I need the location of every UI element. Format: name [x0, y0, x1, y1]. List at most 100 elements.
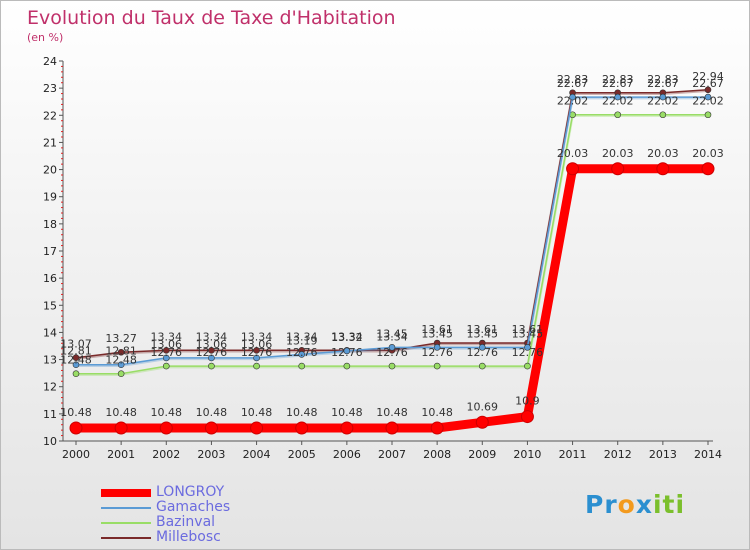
x-tick-label: 2014 [694, 448, 722, 461]
data-label-millebosc: 22.94 [692, 70, 724, 83]
data-label-longroy: 10.48 [331, 406, 363, 419]
data-label-longroy: 10.48 [421, 406, 453, 419]
data-label-longroy: 10.48 [196, 406, 228, 419]
point-bazinval [298, 362, 306, 370]
point-gamaches [704, 93, 712, 101]
point-bazinval [72, 370, 80, 377]
point-gamaches [72, 361, 80, 369]
data-label-millebosc: 13.61 [467, 323, 499, 336]
point-longroy [520, 410, 534, 424]
point-longroy [475, 415, 489, 429]
data-label-millebosc: 22.83 [602, 73, 634, 86]
data-label-bazinval: 12.76 [512, 346, 544, 359]
data-label-bazinval: 22.02 [602, 95, 634, 108]
point-longroy [340, 421, 354, 435]
data-label-bazinval: 12.76 [196, 346, 228, 359]
y-tick-label: 23 [43, 82, 57, 95]
legend-item-longroy: LONGROY [101, 485, 230, 500]
data-label-millebosc: 13.34 [241, 330, 273, 343]
data-label-millebosc: 13.34 [286, 330, 318, 343]
legend-item-millebosc: Millebosc [101, 530, 230, 545]
data-label-gamaches: 12.81 [105, 345, 137, 358]
point-gamaches [388, 344, 396, 351]
y-tick-label: 12 [43, 381, 57, 394]
point-longroy [69, 421, 83, 435]
point-gamaches [117, 361, 125, 369]
data-label-bazinval: 22.02 [557, 95, 589, 108]
series-line-gamaches [75, 96, 709, 366]
point-gamaches [433, 344, 441, 351]
x-tick-label: 2008 [423, 448, 451, 461]
y-tick-label: 19 [43, 191, 57, 204]
legend-label: Gamaches [156, 499, 231, 515]
data-label-gamaches: 13.45 [467, 327, 499, 340]
data-label-gamaches: 13.06 [151, 338, 183, 351]
series-shadow-gamaches [76, 96, 708, 367]
data-label-bazinval: 12.48 [105, 354, 137, 367]
x-tick-label: 2002 [152, 448, 180, 461]
data-label-millebosc: 13.34 [376, 330, 408, 343]
y-tick-label: 18 [43, 218, 57, 231]
data-label-gamaches: 22.67 [602, 77, 634, 90]
legend-swatch [101, 506, 151, 509]
legend: LONGROY Gamaches Bazinval Millebosc [101, 485, 230, 545]
data-label-gamaches: 22.67 [557, 77, 589, 90]
data-label-gamaches: 13.45 [512, 327, 544, 340]
y-tick-label: 17 [43, 245, 57, 258]
x-tick-label: 2012 [604, 448, 632, 461]
point-gamaches [298, 351, 306, 358]
data-label-longroy: 20.03 [602, 147, 634, 160]
data-label-longroy: 10.69 [467, 400, 499, 413]
point-longroy [204, 421, 218, 435]
data-label-longroy: 20.03 [647, 147, 679, 160]
data-label-longroy: 10.48 [151, 406, 183, 419]
point-longroy [701, 162, 715, 176]
point-gamaches [569, 93, 576, 101]
data-label-gamaches: 13.06 [241, 338, 273, 351]
data-label-millebosc: 13.07 [60, 338, 92, 351]
data-label-longroy: 10.9 [515, 395, 540, 408]
point-bazinval [704, 111, 712, 119]
point-gamaches [162, 354, 170, 362]
point-bazinval [343, 362, 351, 370]
x-tick-label: 2009 [468, 448, 496, 461]
point-bazinval [388, 362, 396, 370]
data-label-longroy: 10.48 [60, 406, 92, 419]
data-labels: 10.48 10.48 10.48 10.48 10.48 10.48 10.48 10.48… [60, 70, 724, 419]
chart-subtitle: (en %) [27, 31, 64, 44]
x-tick-label: 2005 [288, 448, 316, 461]
point-longroy [159, 421, 173, 435]
data-label-gamaches: 13.45 [421, 327, 453, 340]
data-label-gamaches: 22.67 [647, 77, 679, 90]
data-label-longroy: 10.48 [241, 406, 273, 419]
axes: 10 11 12 13 14 15 16 17 18 19 20 21 22 23 24 2000 2001 20… [43, 55, 722, 461]
data-label-millebosc: 13.27 [105, 332, 137, 345]
x-tick-label: 2006 [333, 448, 361, 461]
series-shadow-millebosc [75, 89, 709, 360]
x-tick-label: 2003 [197, 448, 225, 461]
data-label-millebosc: 13.34 [331, 330, 363, 343]
data-label-gamaches: 13.19 [286, 334, 318, 347]
point-millebosc [117, 348, 125, 356]
data-label-longroy: 10.48 [286, 406, 318, 419]
point-gamaches [343, 347, 351, 355]
x-tick-label: 2004 [243, 448, 271, 461]
point-gamaches [659, 93, 667, 101]
point-gamaches [253, 354, 260, 362]
legend-swatch [101, 488, 151, 497]
point-longroy [566, 162, 580, 176]
data-label-millebosc: 13.34 [151, 330, 183, 343]
point-millebosc [162, 347, 170, 354]
data-label-gamaches: 12.81 [60, 345, 92, 358]
y-tick-label: 14 [43, 326, 57, 339]
x-tick-label: 2010 [513, 448, 541, 461]
data-label-bazinval: 12.76 [421, 346, 453, 359]
data-label-millebosc: 22.83 [647, 73, 679, 86]
legend-item-bazinval: Bazinval [101, 515, 230, 530]
point-bazinval [478, 362, 486, 370]
legend-swatch [101, 521, 151, 524]
legend-label: Bazinval [156, 514, 216, 530]
point-longroy [114, 421, 128, 435]
x-tick-label: 2011 [559, 448, 587, 461]
